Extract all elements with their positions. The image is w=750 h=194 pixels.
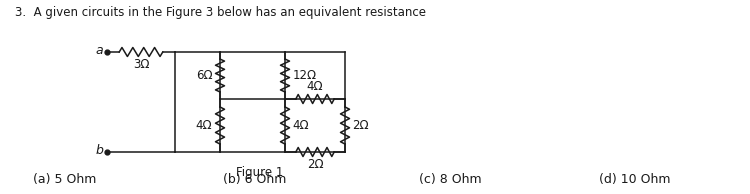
Text: (a) 5 Ohm: (a) 5 Ohm — [33, 173, 97, 186]
Text: 4Ω: 4Ω — [196, 119, 212, 132]
Text: 3Ω: 3Ω — [133, 59, 149, 72]
Text: 6Ω: 6Ω — [196, 69, 212, 82]
Text: 12Ω: 12Ω — [292, 69, 316, 82]
Text: (b) 6 Ohm: (b) 6 Ohm — [224, 173, 286, 186]
Text: 3.  A given circuits in the Figure 3 below has an equivalent resistance: 3. A given circuits in the Figure 3 belo… — [15, 6, 426, 19]
Text: a: a — [95, 44, 103, 57]
Text: (d) 10 Ohm: (d) 10 Ohm — [599, 173, 670, 186]
Text: 4Ω: 4Ω — [307, 80, 323, 93]
Text: (c) 8 Ohm: (c) 8 Ohm — [419, 173, 482, 186]
Text: 2Ω: 2Ω — [352, 119, 369, 132]
Text: 2Ω: 2Ω — [307, 158, 323, 171]
Text: Figure 1: Figure 1 — [236, 166, 284, 179]
Text: b: b — [95, 145, 103, 158]
Text: 4Ω: 4Ω — [292, 119, 309, 132]
